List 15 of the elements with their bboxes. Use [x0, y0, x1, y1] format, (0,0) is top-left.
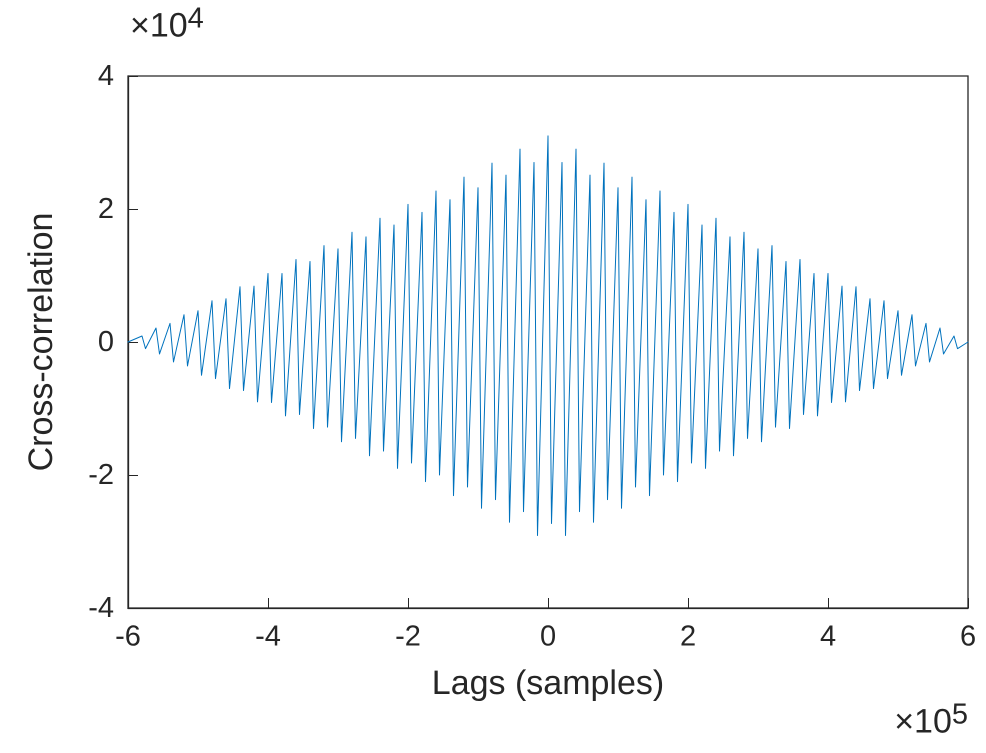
- x-axis-title: Lags (samples): [432, 664, 664, 702]
- y-tick-label: 0: [98, 326, 114, 358]
- x-tick-label: 6: [960, 620, 976, 652]
- y-tick-label: 4: [98, 60, 114, 92]
- y-axis-title: Cross-correlation: [22, 212, 60, 472]
- x-tick-label: -6: [115, 620, 141, 652]
- x-tick-label: -4: [255, 620, 281, 652]
- y-tick-label: -2: [88, 459, 114, 491]
- x-tick-label: -2: [395, 620, 421, 652]
- x-tick-label: 0: [540, 620, 556, 652]
- x-tick-label: 4: [820, 620, 836, 652]
- x-tick-label: 2: [680, 620, 696, 652]
- line-series: [128, 135, 968, 536]
- y-tick-label: -4: [88, 592, 114, 624]
- y-tick-label: 2: [98, 193, 114, 225]
